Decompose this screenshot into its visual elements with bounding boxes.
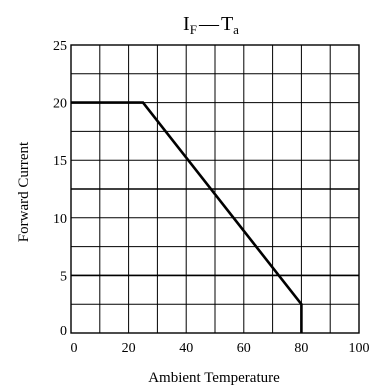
chart-title: IF — Ta <box>183 13 239 37</box>
x-tick-label: 0 <box>71 341 78 356</box>
x-tick-labels: 0 20 40 60 80 100 <box>71 341 370 356</box>
y-tick-label: 20 <box>53 97 67 112</box>
series-line <box>71 101 303 333</box>
x-tick-label: 40 <box>179 341 193 356</box>
x-axis-label: Ambient Temperature <box>148 370 280 386</box>
y-tick-labels: 0 5 10 15 20 25 <box>53 39 67 339</box>
y-tick-label: 15 <box>53 154 67 169</box>
y-tick-label: 0 <box>60 324 67 339</box>
x-tick-label: 80 <box>294 341 308 356</box>
x-tick-label: 60 <box>237 341 251 356</box>
y-tick-label: 10 <box>53 212 67 227</box>
x-tick-label: 100 <box>349 341 370 356</box>
plot-frame <box>70 44 360 334</box>
y-axis-label: Forward Current <box>16 141 32 242</box>
emphasized-gridlines <box>71 188 359 277</box>
y-tick-label: 5 <box>60 269 67 284</box>
y-tick-label: 25 <box>53 39 67 54</box>
x-tick-label: 20 <box>122 341 136 356</box>
